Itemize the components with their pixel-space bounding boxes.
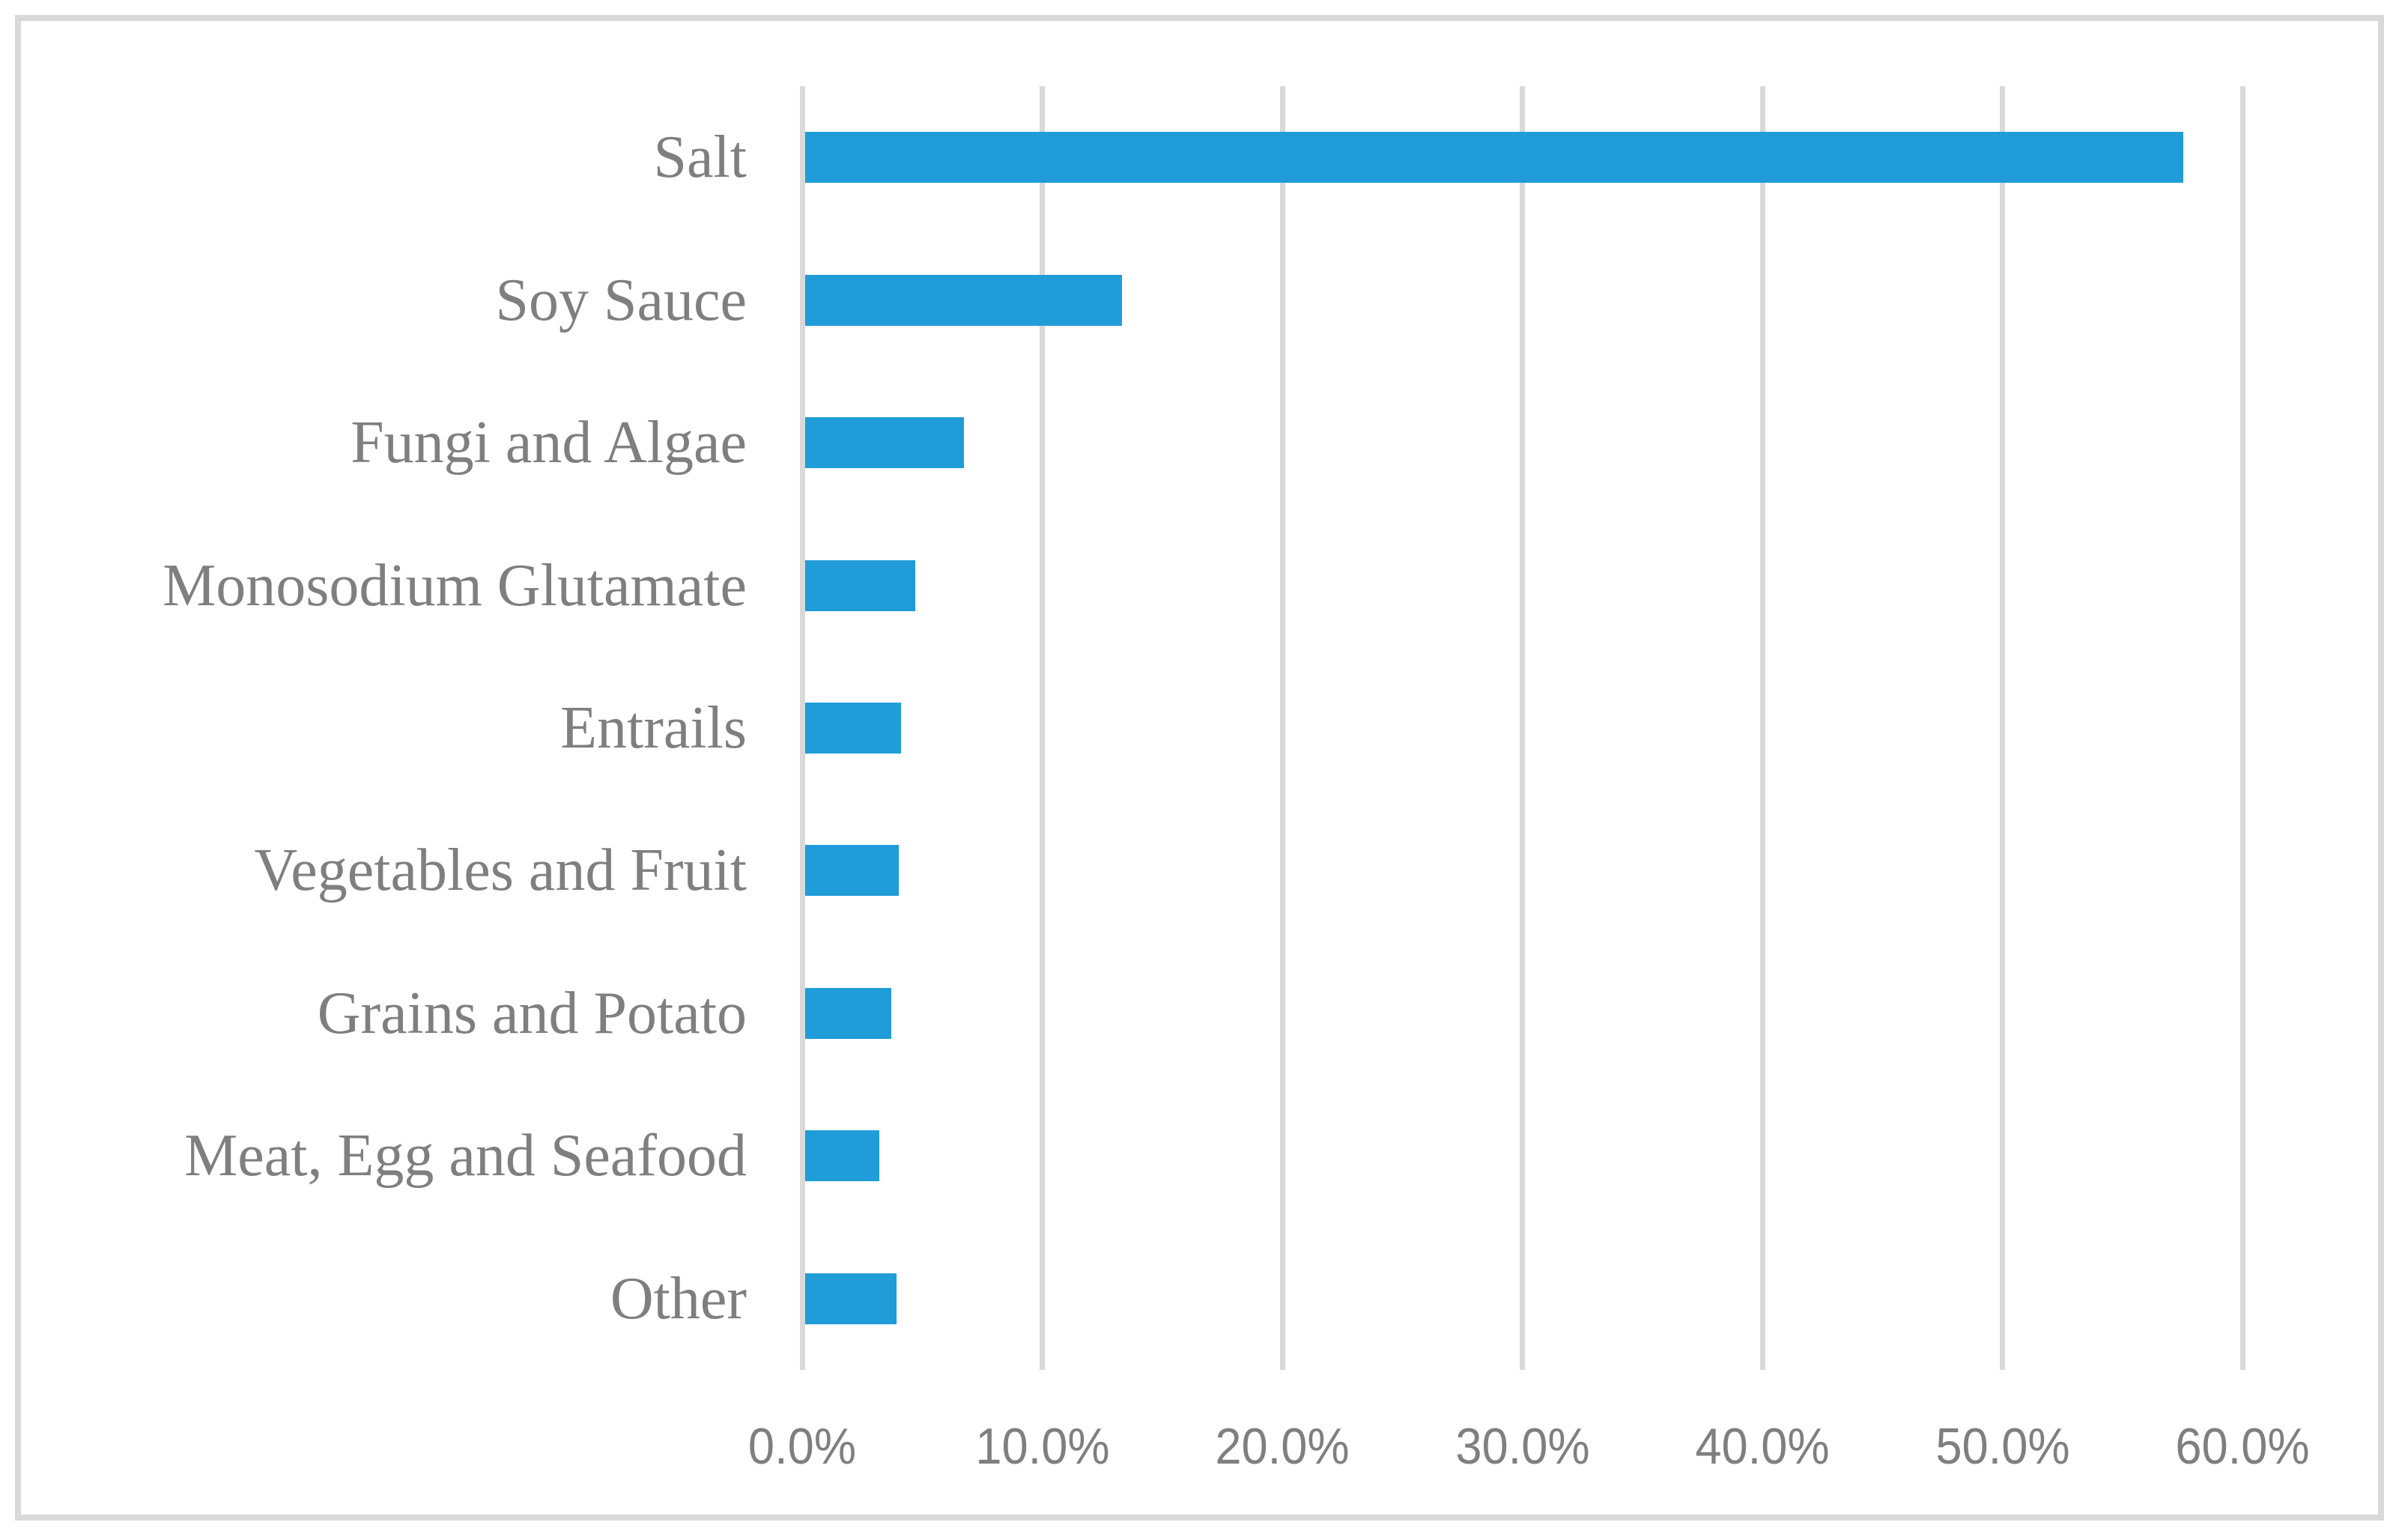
x-tick-label-30: 30.0% [1455,1418,1590,1475]
x-tick-label-20: 20.0% [1215,1418,1350,1475]
bar-soy-sauce [804,274,1122,326]
bar-monosodium-glutamate [804,560,915,611]
gridline-40 [1759,86,1765,1370]
gridline-0 [799,86,805,1370]
gridline-10 [1040,86,1045,1370]
gridline-20 [1279,86,1285,1370]
gridline-50 [2000,86,2005,1370]
category-label-vegetables-and-fruit: Vegetables and Fruit [254,837,747,904]
bar-salt [804,132,2183,184]
category-label-meat-egg-and-seafood: Meat, Egg and Seafood [184,1123,747,1189]
category-label-salt: Salt [653,124,747,191]
bar-grains-and-potato [804,987,891,1039]
category-label-other: Other [610,1265,747,1332]
gridline-60 [2239,86,2245,1370]
bar-meat-egg-and-seafood [804,1130,879,1182]
bar-entrails [804,703,901,754]
bar-other [804,1273,897,1324]
x-tick-label-0: 0.0% [747,1418,857,1475]
x-tick-label-10: 10.0% [974,1418,1110,1475]
category-label-fungi-and-algae: Fungi and Algae [351,410,747,476]
x-tick-label-50: 50.0% [1935,1418,2070,1475]
category-label-monosodium-glutamate: Monosodium Glutamate [163,552,747,619]
gridline-30 [1520,86,1525,1370]
category-label-soy-sauce: Soy Sauce [495,267,747,333]
bar-fungi-and-algae [804,417,964,469]
x-tick-label-60: 60.0% [2175,1418,2310,1475]
category-label-grains-and-potato: Grains and Potato [317,980,747,1046]
x-tick-label-40: 40.0% [1695,1418,1830,1475]
category-label-entrails: Entrails [560,694,747,761]
bar-vegetables-and-fruit [804,845,899,897]
